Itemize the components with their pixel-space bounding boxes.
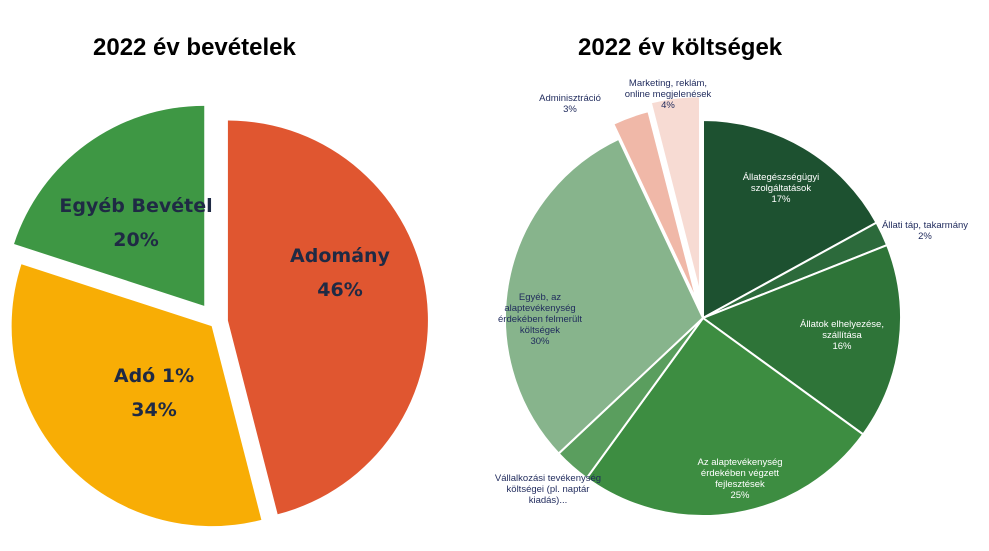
expense-chart-title: 2022 év költségek	[578, 34, 783, 61]
income-chart-title: 2022 év bevételek	[93, 34, 296, 61]
income-slice-label: Adomány	[290, 245, 391, 267]
expense-slice-label: Állatok elhelyezése, szállítása 16%	[800, 319, 884, 352]
income-slice-group-adomany	[227, 120, 428, 515]
income-slice-value-label: 34%	[131, 399, 176, 421]
expense-slice-group-allategeszsegugyi-szolgaltatasok	[702, 118, 878, 320]
income-slice-egyeb-bevetel	[14, 105, 205, 306]
expense-slice-adminisztracio	[611, 109, 699, 304]
expense-slice-group-az-alaptevekenyseg-erdekeben-vegzett-fej	[585, 316, 865, 517]
income-slice-group-egyeb-bevetel	[14, 105, 205, 306]
income-slice-label: Adó 1%	[114, 365, 194, 387]
income-slice-adomany	[227, 120, 428, 515]
expense-slice-label: Az alaptevékenység érdekében végzett fejle…	[697, 457, 782, 501]
income-slice-ado-1	[11, 264, 262, 527]
expense-slice-az-alaptevekenyseg-erdekeben-vegzett-fej	[585, 316, 865, 517]
income-slice-label: Egyéb Bevétel	[59, 195, 212, 217]
income-slice-value-label: 46%	[317, 279, 362, 301]
expense-slice-label: Adminisztráció 3%	[539, 93, 601, 115]
expense-slice-allategeszsegugyi-szolgaltatasok	[702, 118, 878, 320]
expense-slice-group-marketing-reklam-online-megjelenesek	[649, 95, 701, 295]
expense-slice-label: Marketing, reklám, online megjelenések 4%	[625, 78, 712, 111]
expense-slice-marketing-reklam-online-megjelenesek	[649, 95, 701, 295]
expense-slice-group-egyeb-az-alaptevekenyseg-erdekeben-felme	[504, 137, 705, 455]
income-pie: Adomány 46% Adó 1% 34% Egyéb Bevétel 20%	[11, 105, 428, 527]
expense-slice-label: Vállalkozási tevékenység költségei (pl. n…	[495, 473, 601, 506]
expense-slice-egyeb-az-alaptevekenyseg-erdekeben-felme	[504, 137, 705, 455]
expense-slice-label: Egyéb, az alaptevékenység érdekében felmer…	[498, 292, 582, 347]
income-slice-value-label: 20%	[113, 229, 158, 251]
income-slice-group-ado-1	[11, 264, 262, 527]
expense-slice-allatok-elhelyezese-szallitasa	[700, 243, 902, 436]
expense-pie: Állategészségügyi szolgáltatások 17% Állati…	[495, 78, 968, 517]
expense-slice-label: Állati táp, takarmány 2%	[882, 220, 968, 242]
expense-slice-group-allatok-elhelyezese-szallitasa	[700, 243, 902, 436]
expense-slice-group-adminisztracio	[611, 109, 699, 304]
expense-slice-label: Állategészségügyi szolgáltatások 17%	[743, 172, 820, 205]
